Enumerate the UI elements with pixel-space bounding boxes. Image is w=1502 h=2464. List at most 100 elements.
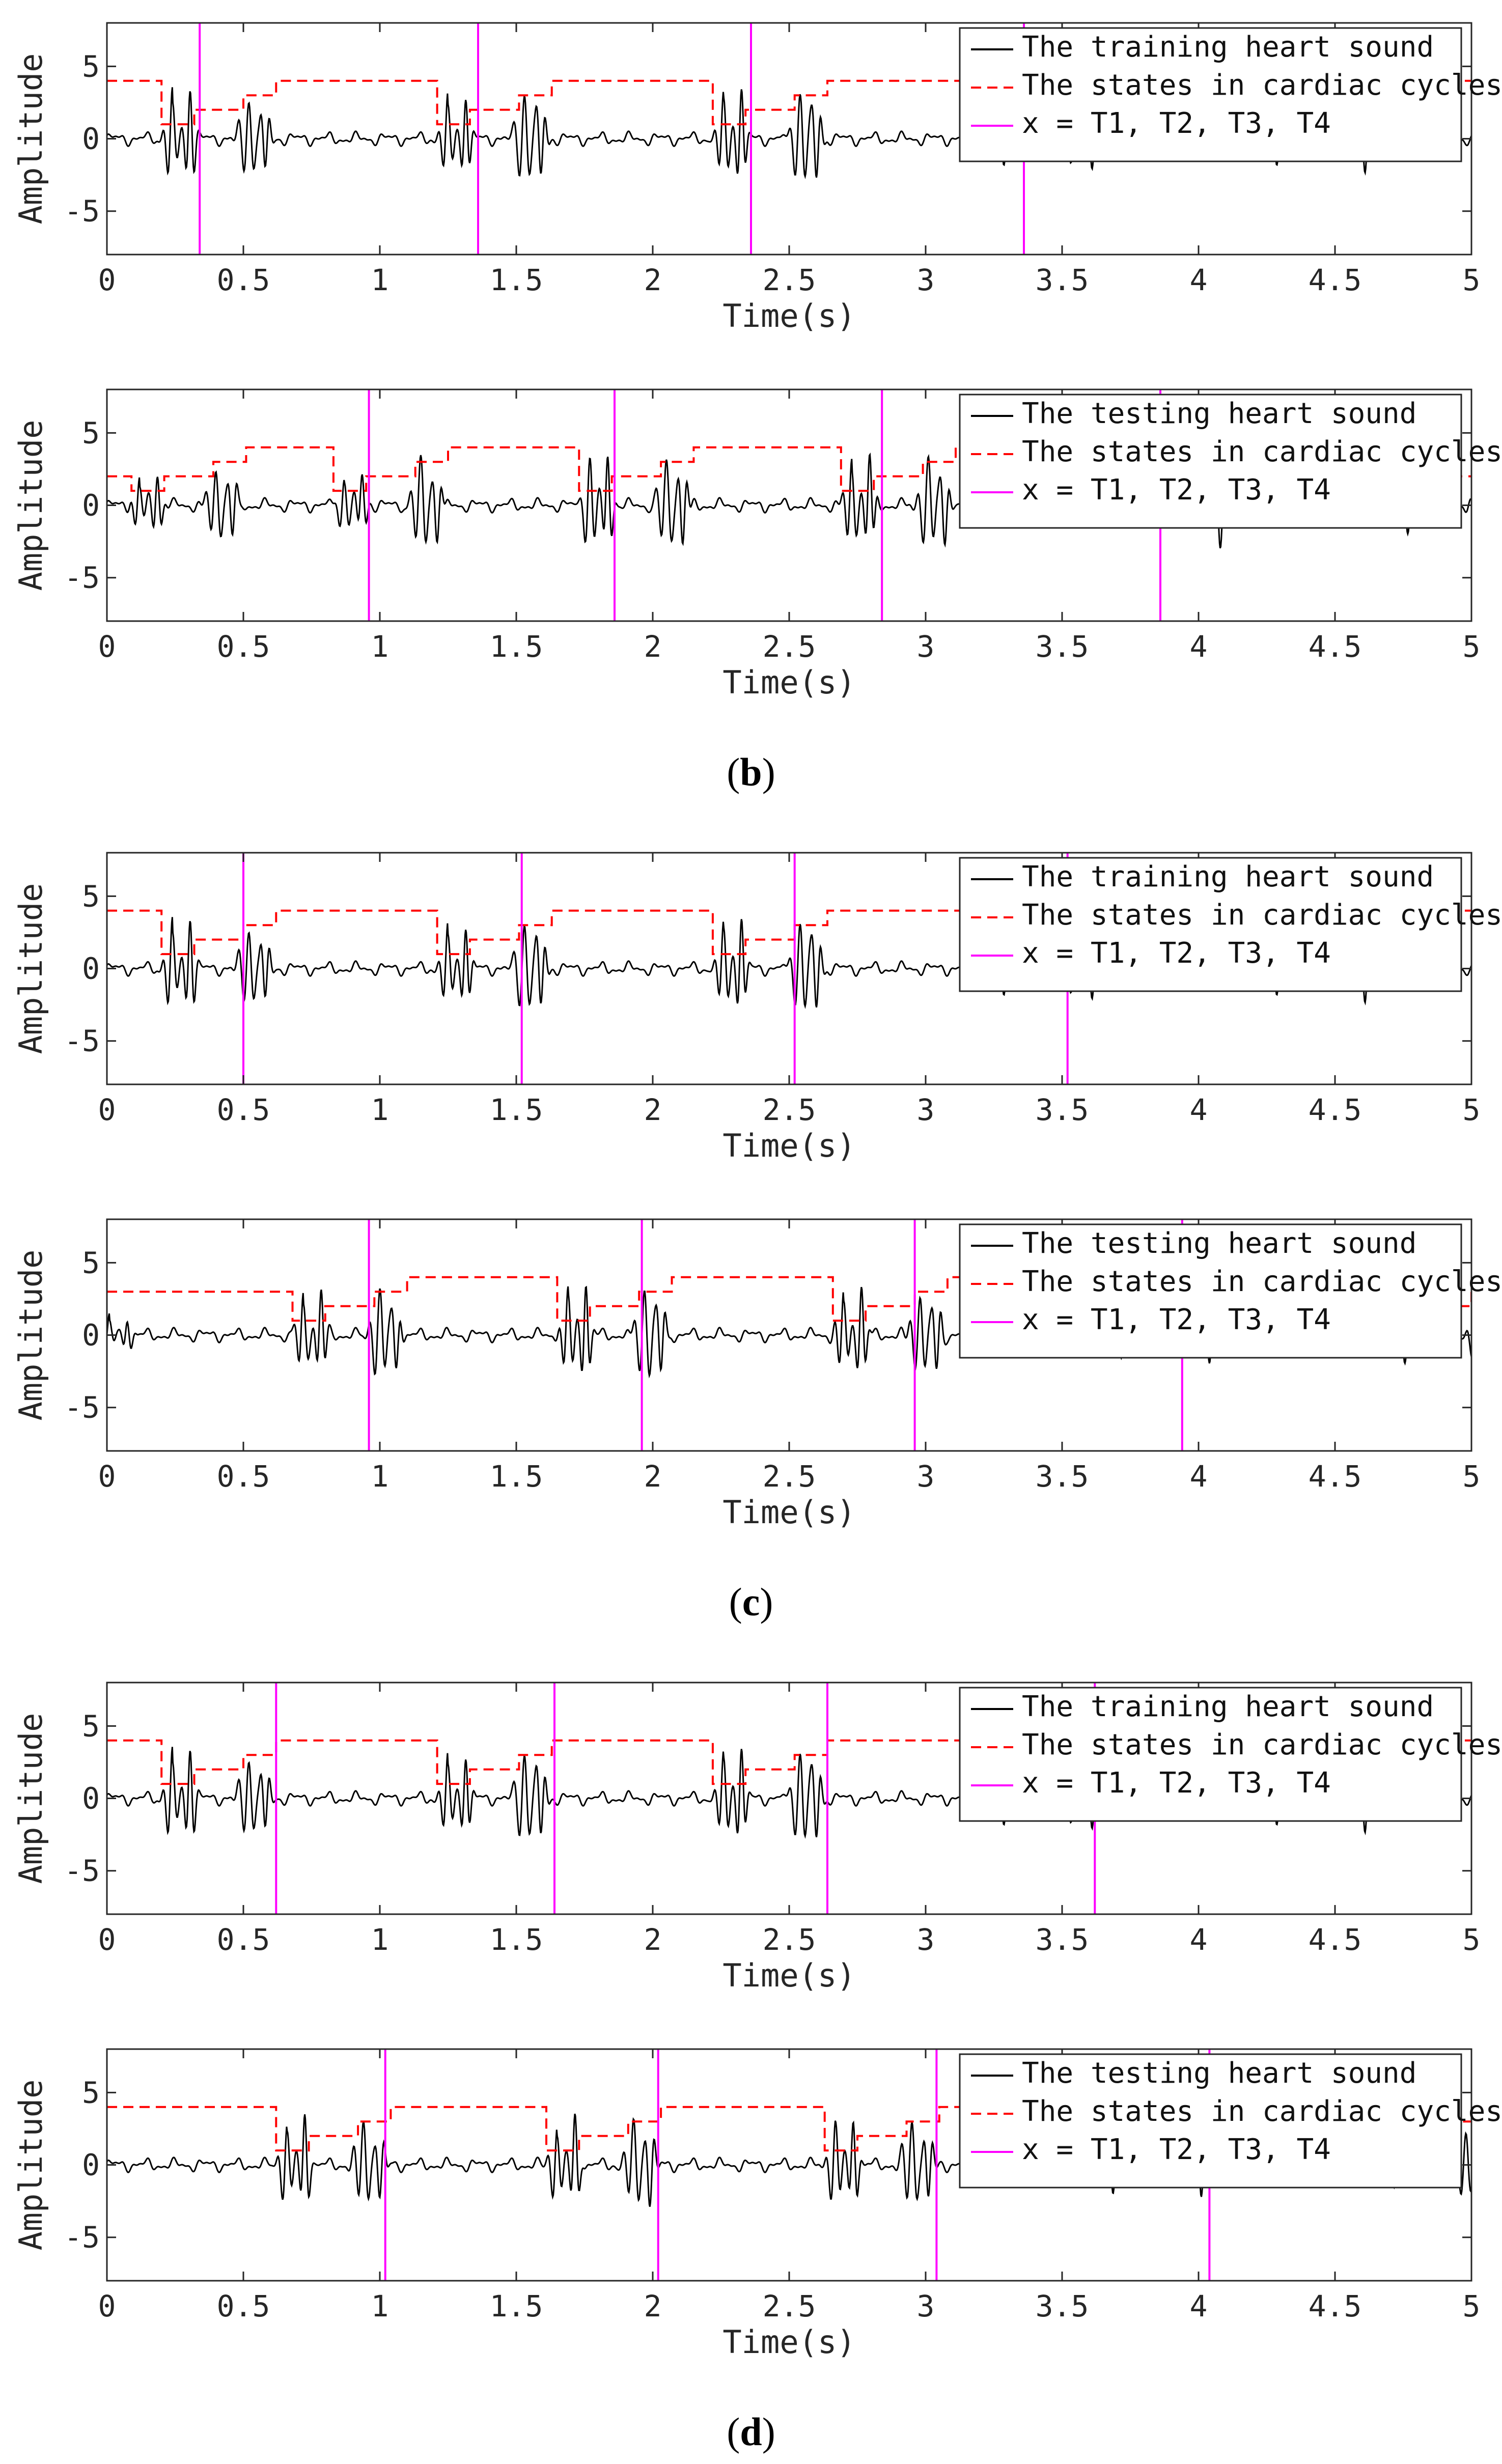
panel-d-testing-chart: 0 0.5 1 1.5 2 2.5 3 3.5 4 4.5 5 -5 0 5 Time(s) Amplitud… bbox=[12, 2048, 1502, 2361]
panel-c-testing-xtick-label-7: 3.5 bbox=[1036, 1459, 1089, 1494]
panel-d-training-ytick-label-2: 5 bbox=[82, 1709, 100, 1743]
panel-b-testing-xtick-label-10: 5 bbox=[1463, 629, 1481, 664]
panel-c-training-xtick-label-1: 0.5 bbox=[217, 1093, 270, 1127]
panel-d-training-chart: 0 0.5 1 1.5 2 2.5 3 3.5 4 4.5 5 -5 0 5 Time(s) Amplitud… bbox=[12, 1682, 1502, 1994]
panel-b-testing-chart: 0 0.5 1 1.5 2 2.5 3 3.5 4 4.5 5 -5 0 5 Time(s) Amplitud… bbox=[12, 388, 1502, 701]
panel-c-testing-xtick-label-6: 3 bbox=[917, 1459, 935, 1494]
panel-b-testing-legend-states-label: The states in cardiac cycles bbox=[1022, 435, 1502, 468]
panel-b-testing-legend-markers-label: x = T1, T2, T3, T4 bbox=[1022, 473, 1331, 507]
panel-b-training-xtick-label-6: 3 bbox=[917, 263, 935, 297]
panel-d-training-xtick-label-7: 3.5 bbox=[1036, 1922, 1089, 1957]
panel-c-testing-xlabel: Time(s) bbox=[722, 1494, 855, 1531]
panel-b-testing-xtick-label-1: 0.5 bbox=[217, 629, 270, 664]
panel-c-training-xtick-label-5: 2.5 bbox=[763, 1093, 816, 1127]
panel-b-training-chart: 0 0.5 1 1.5 2 2.5 3 3.5 4 4.5 5 -5 0 5 Time(s) Amplitud… bbox=[12, 22, 1502, 334]
panel-d-training-ytick-label-0: -5 bbox=[64, 1854, 100, 1888]
panel-b-training-xtick-label-1: 0.5 bbox=[217, 263, 270, 297]
panel-c-training-xtick-label-0: 0 bbox=[98, 1093, 116, 1127]
panel-b-training-xtick-label-5: 2.5 bbox=[763, 263, 816, 297]
panel-b-testing-xtick-label-5: 2.5 bbox=[763, 629, 816, 664]
panel-d-testing-xtick-label-6: 3 bbox=[917, 2289, 935, 2323]
panel-d-testing-xlabel: Time(s) bbox=[722, 2323, 855, 2361]
panel-d-training-xtick-label-9: 4.5 bbox=[1309, 1922, 1362, 1957]
panel-d-training-xtick-label-1: 0.5 bbox=[217, 1922, 270, 1957]
panel-c-testing-ylabel: Amplitude bbox=[12, 1250, 49, 1421]
panel-c-testing-legend-markers-label: x = T1, T2, T3, T4 bbox=[1022, 1303, 1331, 1336]
panel-c-training-ytick-label-1: 0 bbox=[82, 951, 100, 986]
panel-b-training-xtick-label-4: 2 bbox=[644, 263, 662, 297]
panel-b-testing-xtick-label-0: 0 bbox=[98, 629, 116, 664]
panel-c-training-legend-states-label: The states in cardiac cycles bbox=[1022, 899, 1502, 932]
panel-c-training-legend: The training heart sound The states in ca… bbox=[959, 857, 1502, 992]
panel-d-training-legend: The training heart sound The states in ca… bbox=[959, 1687, 1502, 1822]
panel-c-training-xtick-label-3: 1.5 bbox=[490, 1093, 543, 1127]
panel-d-training-ytick-label-1: 0 bbox=[82, 1781, 100, 1816]
panel-c-testing-xtick-label-10: 5 bbox=[1463, 1459, 1481, 1494]
panel-b-training-legend: The training heart sound The states in ca… bbox=[959, 27, 1502, 162]
panel-c-training-xtick-label-7: 3.5 bbox=[1036, 1093, 1089, 1127]
panel-d-testing-xtick-label-10: 5 bbox=[1463, 2289, 1481, 2323]
panel-c-testing-xtick-label-0: 0 bbox=[98, 1459, 116, 1494]
panel-b-training-legend-signal-label: The training heart sound bbox=[1022, 31, 1434, 64]
panel-b-testing-legend: The testing heart sound The states in car… bbox=[959, 394, 1502, 529]
panel-c-testing-xtick-label-5: 2.5 bbox=[763, 1459, 816, 1494]
panel-b-testing-xtick-label-9: 4.5 bbox=[1309, 629, 1362, 664]
panel-b-testing-xtick-label-4: 2 bbox=[644, 629, 662, 664]
panel-d-training-legend-markers-label: x = T1, T2, T3, T4 bbox=[1022, 1767, 1331, 1800]
caption-b-label: (b) bbox=[727, 750, 775, 794]
panel-b-training-ytick-label-2: 5 bbox=[82, 49, 100, 83]
panel-b-training-legend-box bbox=[959, 27, 1462, 162]
caption-b: (b) bbox=[727, 750, 775, 794]
panel-d-training-xtick-label-10: 5 bbox=[1463, 1922, 1481, 1957]
panel-b-testing-xlabel: Time(s) bbox=[722, 664, 855, 701]
panel-c-training-xtick-label-6: 3 bbox=[917, 1093, 935, 1127]
panel-c-testing-xtick-label-8: 4 bbox=[1190, 1459, 1208, 1494]
panel-c-testing-xtick-label-1: 0.5 bbox=[217, 1459, 270, 1494]
panel-b-training-legend-states-label: The states in cardiac cycles bbox=[1022, 69, 1502, 102]
panel-c-testing-chart: 0 0.5 1 1.5 2 2.5 3 3.5 4 4.5 5 -5 0 5 Time(s) Amplitud… bbox=[12, 1218, 1502, 1531]
panel-d-testing-xtick-label-4: 2 bbox=[644, 2289, 662, 2323]
panel-c-training-xtick-label-10: 5 bbox=[1463, 1093, 1481, 1127]
caption-c: (c) bbox=[729, 1580, 773, 1624]
panel-c-training-legend-signal-label: The training heart sound bbox=[1022, 860, 1434, 893]
panel-c-training-xtick-label-9: 4.5 bbox=[1309, 1093, 1362, 1127]
panel-b-testing-ylabel: Amplitude bbox=[12, 420, 49, 591]
panel-b-training-xtick-label-8: 4 bbox=[1190, 263, 1208, 297]
panel-b-testing-ytick-label-2: 5 bbox=[82, 415, 100, 450]
panel-d-training-xtick-label-6: 3 bbox=[917, 1922, 935, 1957]
panel-b-testing-xtick-label-6: 3 bbox=[917, 629, 935, 664]
panel-b-testing-legend-signal-label: The testing heart sound bbox=[1022, 397, 1416, 430]
panel-c-testing-legend-box bbox=[959, 1223, 1462, 1359]
panel-c-training-ytick-label-2: 5 bbox=[82, 879, 100, 913]
panel-c-testing-xtick-label-3: 1.5 bbox=[490, 1459, 543, 1494]
panel-d-testing-legend-markers-label: x = T1, T2, T3, T4 bbox=[1022, 2133, 1331, 2166]
panel-b-training-ytick-label-0: -5 bbox=[64, 194, 100, 229]
panel-d-testing-legend-states-label: The states in cardiac cycles bbox=[1022, 2095, 1502, 2128]
panel-b-training-legend-markers-label: x = T1, T2, T3, T4 bbox=[1022, 107, 1331, 140]
panel-c-testing-ytick-label-2: 5 bbox=[82, 1245, 100, 1280]
panel-d-training-xtick-label-4: 2 bbox=[644, 1922, 662, 1957]
panel-d-training-xtick-label-2: 1 bbox=[371, 1922, 389, 1957]
panel-c-testing-legend: The testing heart sound The states in car… bbox=[959, 1223, 1502, 1359]
panel-c-training-ytick-label-0: -5 bbox=[64, 1024, 100, 1058]
panel-b-testing-xtick-label-3: 1.5 bbox=[490, 629, 543, 664]
panel-b-testing-xtick-label-8: 4 bbox=[1190, 629, 1208, 664]
panel-c-training-xtick-label-8: 4 bbox=[1190, 1093, 1208, 1127]
panel-b-training-xtick-label-3: 1.5 bbox=[490, 263, 543, 297]
panel-c-training-xtick-label-4: 2 bbox=[644, 1093, 662, 1127]
panel-b-testing-ytick-label-0: -5 bbox=[64, 561, 100, 595]
panel-b-training-xtick-label-0: 0 bbox=[98, 263, 116, 297]
caption-d-label: (d) bbox=[727, 2410, 775, 2454]
panel-c-training-legend-box bbox=[959, 857, 1462, 992]
panel-c-testing-legend-signal-label: The testing heart sound bbox=[1022, 1227, 1416, 1260]
panel-d-testing-xtick-label-9: 4.5 bbox=[1309, 2289, 1362, 2323]
panel-c-testing-ytick-label-1: 0 bbox=[82, 1318, 100, 1353]
panel-d-testing-legend: The testing heart sound The states in car… bbox=[959, 2053, 1502, 2189]
panel-d-training-xlabel: Time(s) bbox=[722, 1957, 855, 1994]
panel-d-testing-xtick-label-2: 1 bbox=[371, 2289, 389, 2323]
panel-d-testing-xtick-label-5: 2.5 bbox=[763, 2289, 816, 2323]
panel-d-training-xtick-label-5: 2.5 bbox=[763, 1922, 816, 1957]
panel-b-testing-legend-box bbox=[959, 394, 1462, 529]
panel-d-training-legend-signal-label: The training heart sound bbox=[1022, 1690, 1434, 1723]
